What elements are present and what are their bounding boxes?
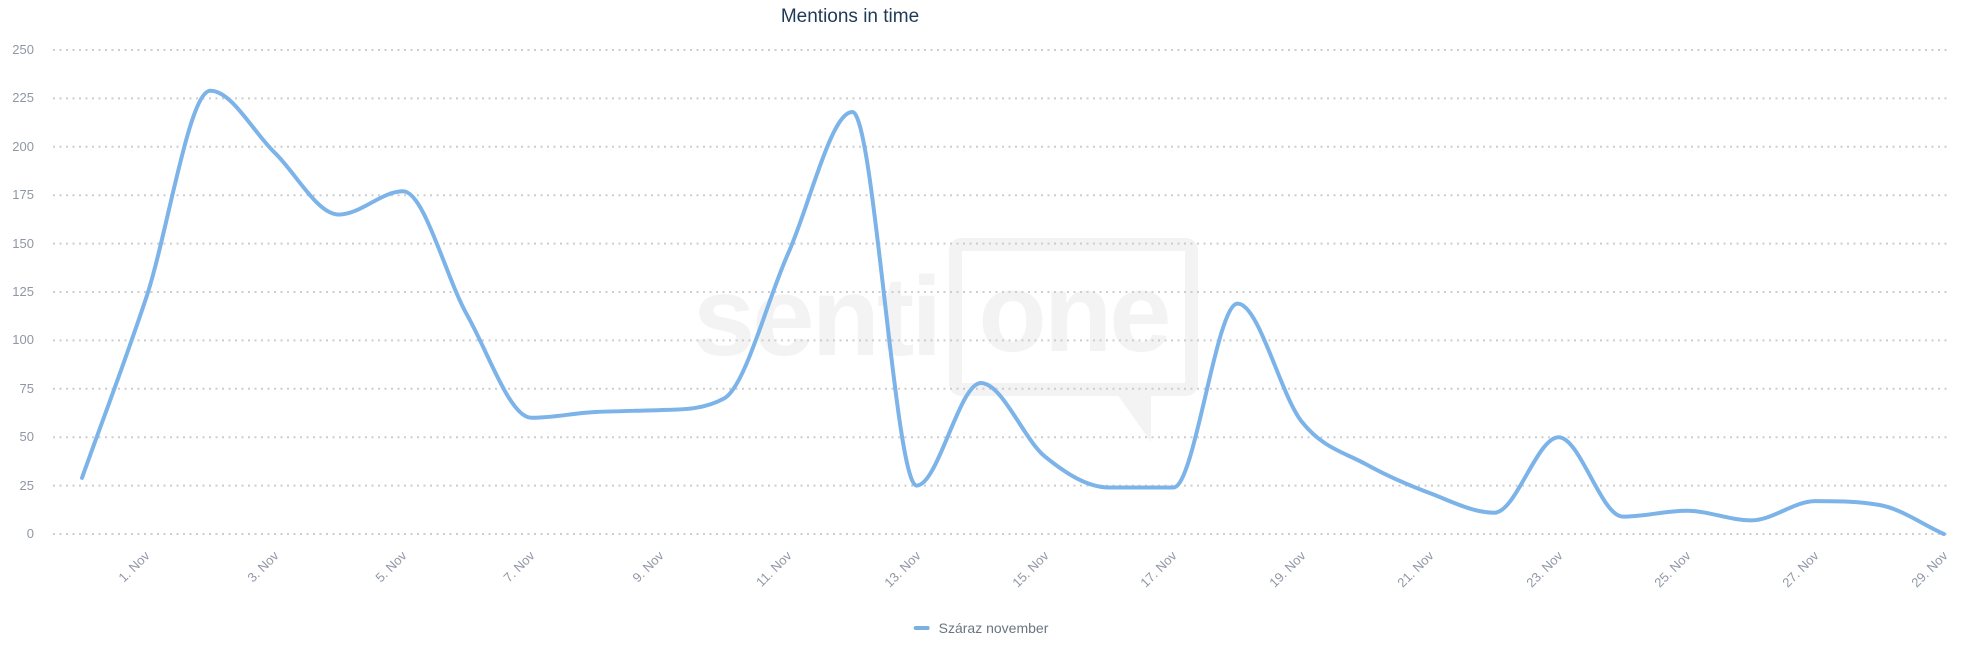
legend-series-label: Száraz november bbox=[938, 620, 1049, 636]
y-axis-label-200: 200 bbox=[12, 138, 34, 154]
y-axis-label-250: 250 bbox=[12, 42, 34, 57]
y-axis-label-0: 0 bbox=[26, 526, 34, 541]
y-axis-label-75: 75 bbox=[19, 380, 34, 396]
legend-item[interactable]: Száraz november bbox=[913, 620, 1049, 636]
y-axis-label-25: 25 bbox=[19, 477, 34, 493]
y-axis-label-50: 50 bbox=[19, 429, 34, 445]
y-axis-label-175: 175 bbox=[12, 187, 34, 203]
legend-series-marker bbox=[913, 626, 930, 630]
series-line-száraz-november bbox=[80, 88, 1946, 536]
y-axis-label-125: 125 bbox=[12, 284, 34, 299]
y-axis-label-150: 150 bbox=[12, 235, 34, 251]
y-axis-label-100: 100 bbox=[12, 332, 34, 348]
chart-title: Mentions in time bbox=[780, 6, 920, 27]
y-axis-label-225: 225 bbox=[12, 90, 34, 106]
